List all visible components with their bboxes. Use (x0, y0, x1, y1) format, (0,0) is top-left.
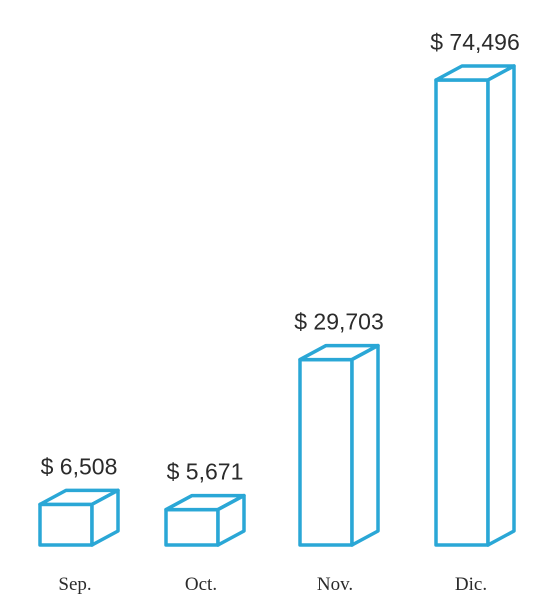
value-label: $ 74,496 (430, 29, 520, 55)
bar-front-face (434, 78, 490, 547)
bar-front-face (38, 502, 94, 547)
bar-sep (38, 488, 120, 547)
bar-front-face (298, 357, 354, 547)
category-label: Dic. (455, 574, 487, 595)
bar-front-face (164, 507, 220, 547)
bar-side-face (486, 64, 516, 547)
category-label: Nov. (317, 574, 353, 595)
bar-dic (434, 64, 516, 547)
value-label: $ 5,671 (167, 459, 244, 485)
bar-side-face (90, 488, 120, 547)
bar-side-face (216, 493, 246, 547)
category-label: Sep. (58, 574, 91, 595)
bar-side-face (350, 343, 380, 547)
category-label: Oct. (185, 574, 217, 595)
bar-nov (298, 343, 380, 547)
value-label: $ 29,703 (294, 309, 384, 335)
bar-oct (164, 493, 246, 547)
value-label: $ 6,508 (41, 453, 118, 479)
